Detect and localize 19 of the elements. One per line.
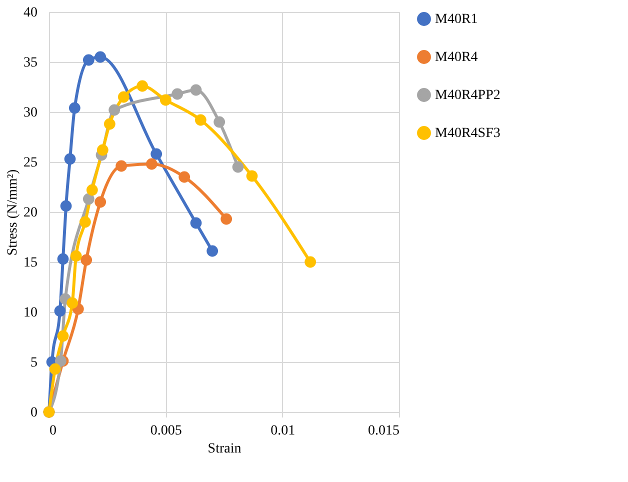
- y-tick-label: 25: [24, 156, 38, 170]
- x-axis-title: Strain: [208, 442, 242, 456]
- legend-label: M40R4: [435, 50, 478, 65]
- x-tick-label: 0.015: [368, 424, 400, 438]
- legend-label: M40R4SF3: [435, 126, 500, 141]
- x-tick-label: 0.005: [150, 424, 182, 438]
- legend-label: M40R4PP2: [435, 88, 500, 103]
- y-tick-label: 20: [24, 206, 38, 220]
- y-tick-label: 0: [30, 406, 38, 420]
- x-tick-label: 0.01: [270, 424, 296, 438]
- y-tick-label: 5: [30, 356, 38, 370]
- y-tick-label: 15: [24, 256, 38, 270]
- y-tick-label: 35: [24, 56, 38, 70]
- y-tick-label: 10: [24, 306, 38, 320]
- y-tick-label: 40: [24, 6, 38, 20]
- y-tick-label: 30: [24, 106, 38, 120]
- legend-label: M40R1: [435, 12, 478, 27]
- x-tick-label: 0: [50, 424, 56, 438]
- y-axis-title: Stress (N/mm²): [6, 169, 20, 256]
